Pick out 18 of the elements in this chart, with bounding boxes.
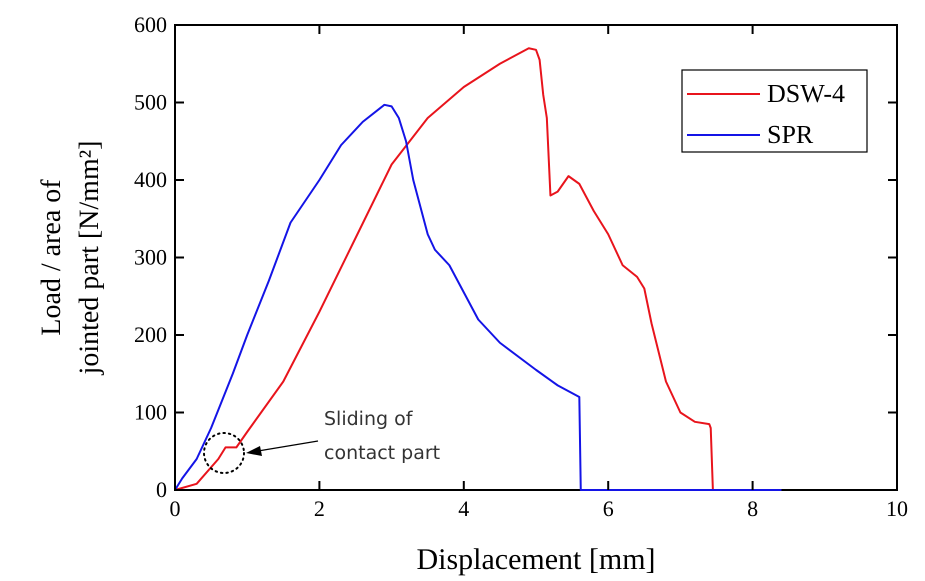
y-tick-label: 200: [134, 322, 167, 347]
y-tick-label: 300: [134, 244, 167, 270]
y-tick-label: 100: [134, 400, 167, 424]
legend-label: SPR: [767, 120, 814, 149]
y-tick-label: 0: [156, 477, 167, 502]
x-tick-label: 6: [602, 496, 614, 521]
x-tick-label: 8: [747, 496, 758, 521]
line-series: [174, 47, 714, 491]
x-tick-label: 2: [314, 496, 325, 521]
y-tick-label: 600: [134, 12, 167, 37]
x-tick-label: 4: [458, 496, 470, 521]
annotation: Sliding of contact part: [324, 408, 440, 464]
y-tick-label: 500: [134, 90, 167, 114]
x-axis-title: Displacement [mm]: [416, 543, 656, 576]
legend-label: DSW-4: [767, 79, 845, 108]
y-tick-label: 400: [134, 167, 167, 192]
x-tick-label: 10: [886, 496, 908, 521]
y-axis-title: Load / area of jointed part [N/mm²]: [36, 140, 105, 376]
